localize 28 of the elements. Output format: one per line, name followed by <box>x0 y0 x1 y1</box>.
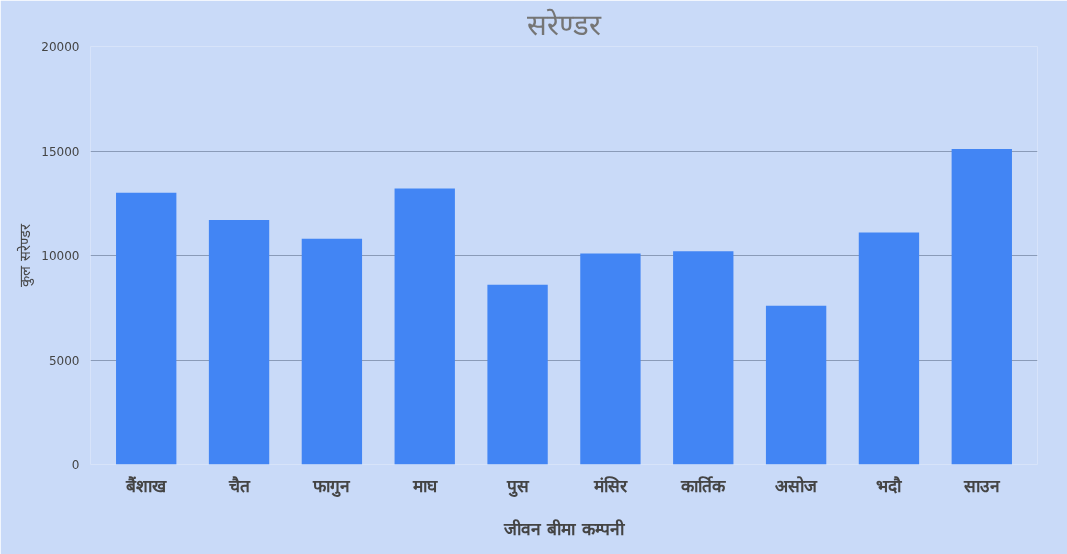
chart-title: सरेण्डर <box>527 7 602 42</box>
y-tick-label: 5000 <box>48 353 80 368</box>
bar <box>765 305 827 465</box>
y-axis-title: कुल सरेण्डर <box>16 223 35 287</box>
bar <box>580 253 641 465</box>
x-tick-label: मंसिर <box>592 475 628 496</box>
bar <box>951 148 1012 465</box>
x-tick-label: माघ <box>411 475 438 496</box>
x-tick-label: फागुन <box>312 475 352 497</box>
bar <box>208 219 270 465</box>
x-tick-label: भदौ <box>876 475 904 496</box>
bar <box>858 232 920 465</box>
bar <box>487 284 548 465</box>
y-tick-label: 0 <box>71 458 80 472</box>
bar <box>394 188 455 465</box>
x-tick-label: कार्तिक <box>680 475 727 496</box>
bar <box>301 238 363 465</box>
bar <box>116 192 177 465</box>
x-tick-label: पुस <box>505 475 530 497</box>
y-tick-label: 15000 <box>41 144 80 159</box>
x-tick-label: साउन <box>962 475 1001 496</box>
x-tick-label: असोज <box>775 475 819 496</box>
x-tick-label: बैंशाख <box>125 475 168 496</box>
x-tick-label: चैत <box>227 475 251 496</box>
y-tick-label: 20000 <box>41 40 80 54</box>
y-tick-label: 10000 <box>41 249 80 263</box>
x-axis-title: जीवन बीमा कम्पनी <box>503 518 626 539</box>
bar <box>673 251 734 465</box>
